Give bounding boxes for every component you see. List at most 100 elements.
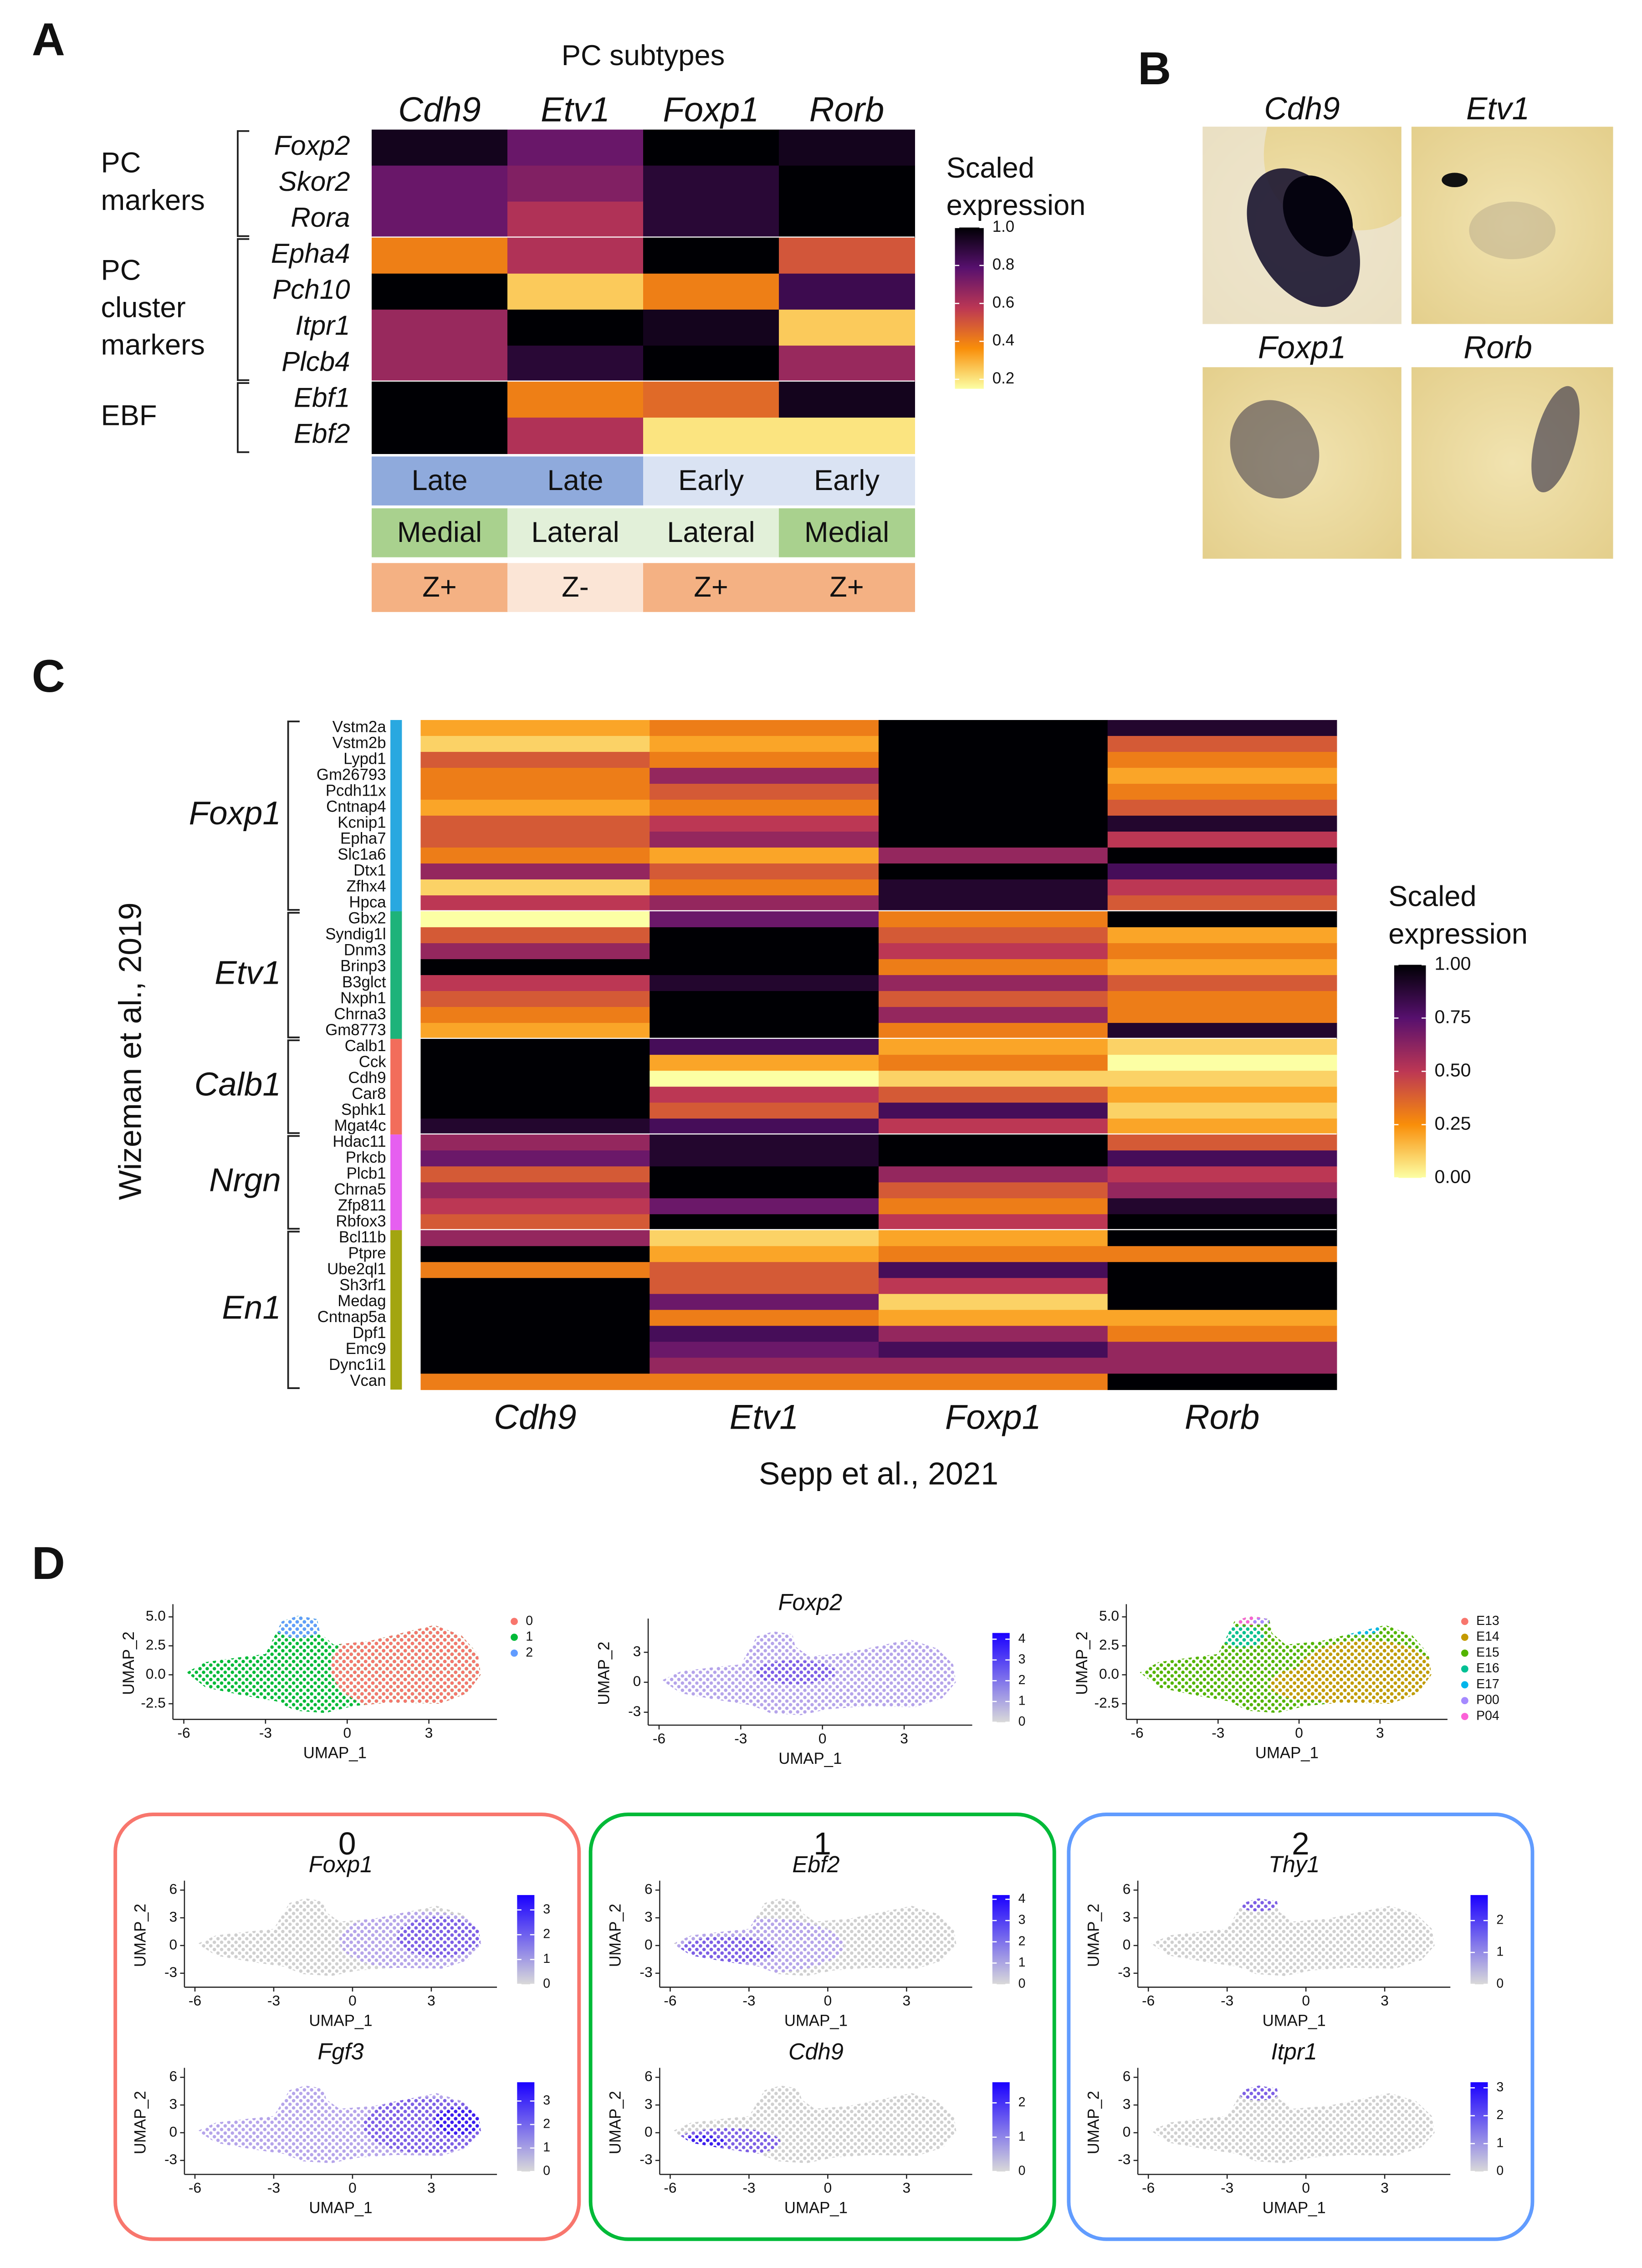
heatmap-cell	[420, 1103, 650, 1119]
heatmap-cell	[420, 911, 650, 928]
heatmap-cell	[779, 129, 915, 166]
heatmap-cell	[650, 1087, 879, 1103]
row-label: Medag	[338, 1292, 386, 1310]
annotation-cell	[371, 563, 508, 612]
legend-label: P04	[1476, 1709, 1499, 1723]
heatmap-cell	[878, 1087, 1108, 1103]
y-tick-label: -3	[164, 1964, 177, 1980]
heatmap-cell	[878, 1134, 1108, 1151]
x-axis-label: UMAP_1	[1263, 2013, 1326, 2030]
column-label: Rorb	[809, 91, 884, 129]
legend-swatch	[1461, 1649, 1468, 1657]
panel-label: B	[1138, 43, 1171, 94]
heatmap-cell	[650, 1039, 879, 1056]
row-label: Emc9	[346, 1340, 386, 1358]
heatmap-cell	[650, 1262, 879, 1279]
heatmap-cell	[1107, 1134, 1337, 1151]
heatmap-cell	[507, 273, 644, 310]
colorbar-tick-label: 0.75	[1434, 1006, 1471, 1027]
heatmap-cell	[1107, 879, 1337, 896]
heatmap-cell	[878, 720, 1108, 736]
heatmap-cell	[1107, 815, 1337, 832]
colorbar-tick-label: 3	[543, 1902, 550, 1916]
cluster-label: 2	[1292, 1826, 1310, 1861]
heatmap-cell	[878, 1358, 1108, 1374]
legend-swatch	[511, 1649, 518, 1657]
legend-label: E13	[1476, 1614, 1499, 1628]
colorbar-title: expression	[946, 189, 1086, 221]
heatmap-cell	[371, 417, 508, 454]
group-label: markers	[101, 329, 205, 361]
heatmap-cell	[650, 895, 879, 912]
heatmap-cell	[1107, 1198, 1337, 1215]
heatmap-cell	[878, 943, 1108, 960]
row-label: Dpf1	[353, 1324, 386, 1342]
row-label: Itpr1	[295, 310, 350, 341]
x-axis-label: UMAP_1	[784, 2013, 848, 2030]
heatmap-cell	[878, 1214, 1108, 1231]
y-tick-label: 0.0	[1099, 1665, 1119, 1682]
heatmap-cell	[420, 1007, 650, 1024]
heatmap-cell	[878, 815, 1108, 832]
y-axis-label: UMAP_2	[132, 1904, 149, 1967]
y-tick-label: -3	[639, 2151, 652, 2167]
row-label: Ptpre	[348, 1245, 386, 1262]
colorbar-tick-label: 1	[543, 2140, 550, 2155]
heatmap-cell	[1107, 943, 1337, 960]
x-tick-label: -3	[1212, 1724, 1224, 1741]
colorbar-tick-label: 2	[1496, 2108, 1504, 2122]
heatmap-cell	[643, 309, 779, 346]
row-label: Vcan	[350, 1372, 386, 1389]
heatmap-cell	[420, 1342, 650, 1359]
colorbar-title: Scaled	[946, 152, 1034, 184]
row-label: Brinp3	[340, 958, 386, 975]
row-label: Ebf1	[294, 382, 350, 413]
heatmap-cell	[420, 1246, 650, 1263]
row-label: Cck	[359, 1053, 386, 1071]
colorbar-tick-label: 0.8	[992, 256, 1014, 273]
cluster-box	[113, 1813, 581, 2241]
heatmap-cell	[878, 1103, 1108, 1119]
group-sidebar	[390, 720, 402, 912]
group-bracket	[237, 382, 250, 453]
x-tick-label: -3	[267, 1992, 280, 2008]
heatmap-cell	[420, 848, 650, 864]
heatmap-cell	[371, 273, 508, 310]
x-tick-label: 0	[818, 1730, 827, 1747]
annotation-cell	[779, 456, 915, 506]
y-tick-label: -3	[1118, 2151, 1130, 2167]
heatmap-cell	[420, 1055, 650, 1072]
heatmap-cell	[420, 863, 650, 880]
heatmap-cell	[420, 1230, 650, 1247]
heatmap-cell	[507, 417, 644, 454]
annotation-label: Lateral	[667, 516, 755, 548]
points	[1221, 1626, 1264, 1647]
x-tick-label: -3	[734, 1730, 747, 1747]
heatmap-cell	[650, 1071, 879, 1088]
row-label: Foxp2	[274, 130, 350, 161]
x-tick-label: -3	[267, 2179, 280, 2196]
x-tick-label: -6	[1130, 1724, 1143, 1741]
heatmap-cell	[1107, 1278, 1337, 1295]
annotation-label: Z-	[562, 571, 589, 603]
stain	[1531, 386, 1580, 493]
heatmap-cell	[420, 1198, 650, 1215]
heatmap-cell	[420, 1039, 650, 1056]
heatmap-cell	[650, 1023, 879, 1040]
group-label: PC	[101, 147, 141, 179]
in-situ-image	[1411, 367, 1613, 559]
legend-swatch	[1461, 1634, 1468, 1641]
heatmap-cell	[878, 1023, 1108, 1040]
group-sidebar	[390, 1039, 402, 1135]
stain	[1469, 201, 1556, 260]
legend-label: 1	[526, 1629, 533, 1644]
colorbar-tick-label: 0.4	[992, 332, 1014, 349]
colorbar-tick-label: 1.0	[992, 218, 1014, 235]
stain	[1230, 400, 1320, 499]
row-label: Dync1i1	[329, 1356, 386, 1374]
heatmap-cell	[650, 1358, 879, 1374]
colorbar	[992, 1895, 1010, 1985]
heatmap-cell	[878, 1166, 1108, 1183]
annotation-label: Medial	[804, 516, 889, 548]
column-label: Etv1	[541, 91, 610, 129]
